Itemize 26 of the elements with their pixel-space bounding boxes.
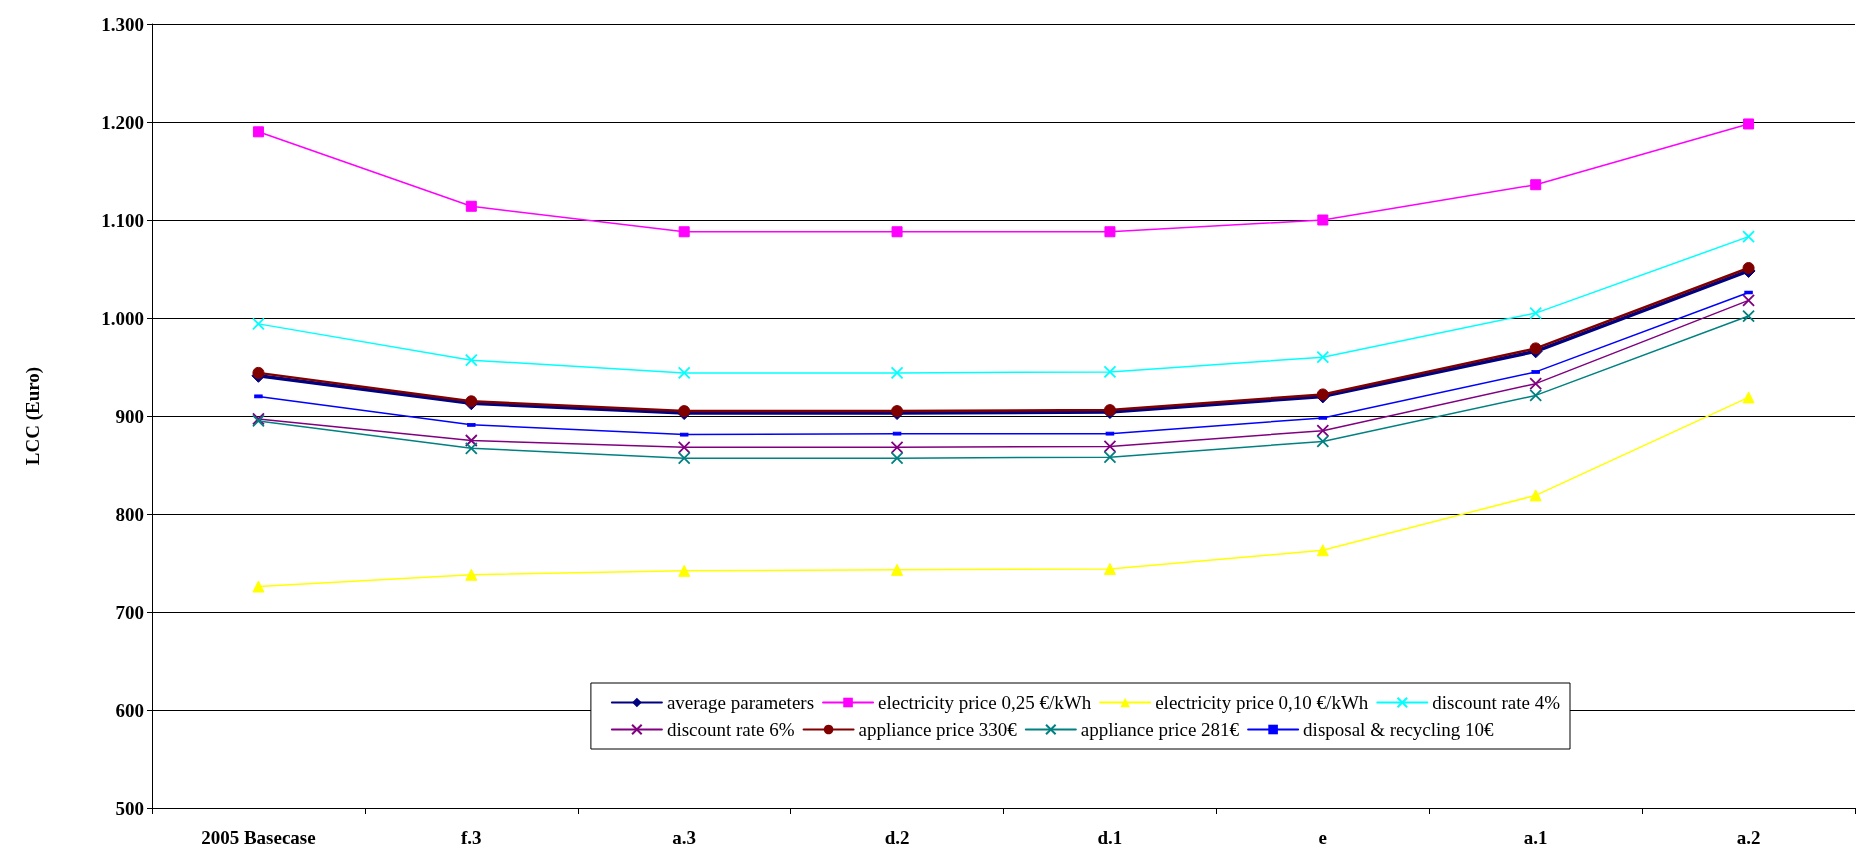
y-tick-label: 900 [115, 405, 144, 427]
x-tick-label: d.1 [1097, 827, 1123, 848]
x-tick-label: e [1318, 827, 1328, 848]
y-tick-label: 600 [115, 699, 144, 721]
legend-label: electricity price 0,25 €/kWh [878, 692, 1092, 713]
y-tick-label: 800 [115, 503, 144, 525]
legend-label: appliance price 281€ [1080, 719, 1240, 740]
x-tick-label: f.3 [461, 827, 482, 848]
legend-label: discount rate 6% [666, 719, 795, 740]
y-tick-label: 1.100 [101, 209, 144, 231]
x-tick-label: 2005 Basecase [201, 827, 316, 848]
y-tick-label: 700 [115, 601, 144, 623]
legend-label: disposal & recycling 10€ [1303, 719, 1495, 740]
x-tick-label: d.2 [884, 827, 910, 848]
legend-label: discount rate 4% [1432, 692, 1561, 713]
y-tick-label: 1.000 [101, 307, 144, 329]
legend-label: average parameters [666, 692, 815, 713]
legend-label: appliance price 330€ [858, 719, 1018, 740]
y-tick-label: 1.200 [101, 111, 144, 133]
y-tick-label: 500 [115, 797, 144, 819]
y-tick-label: 1.300 [101, 13, 144, 35]
y-axis-title: LCC (Euro) [22, 366, 44, 466]
x-tick-label: a.2 [1736, 827, 1761, 848]
legend-label: electricity price 0,10 €/kWh [1155, 692, 1369, 713]
x-tick-label: a.1 [1523, 827, 1548, 848]
x-tick-label: a.3 [672, 827, 697, 848]
